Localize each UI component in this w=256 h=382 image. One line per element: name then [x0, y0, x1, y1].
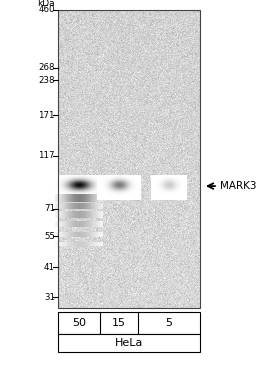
Text: 50: 50 [72, 318, 86, 328]
Bar [58, 334, 200, 352]
Bar [58, 10, 200, 308]
Text: 71: 71 [44, 204, 55, 214]
Text: 268: 268 [38, 63, 55, 72]
Text: 171: 171 [38, 111, 55, 120]
Text: 460: 460 [38, 5, 55, 15]
Text: 117: 117 [38, 151, 55, 160]
Text: 41: 41 [44, 263, 55, 272]
Text: 15: 15 [112, 318, 126, 328]
Text: kDa: kDa [37, 0, 55, 8]
Text: 55: 55 [44, 231, 55, 241]
Text: 31: 31 [44, 293, 55, 302]
Bar [58, 312, 200, 334]
Text: 5: 5 [165, 318, 173, 328]
Text: HeLa: HeLa [115, 338, 143, 348]
Text: MARK3: MARK3 [220, 181, 256, 191]
Text: 238: 238 [38, 76, 55, 85]
